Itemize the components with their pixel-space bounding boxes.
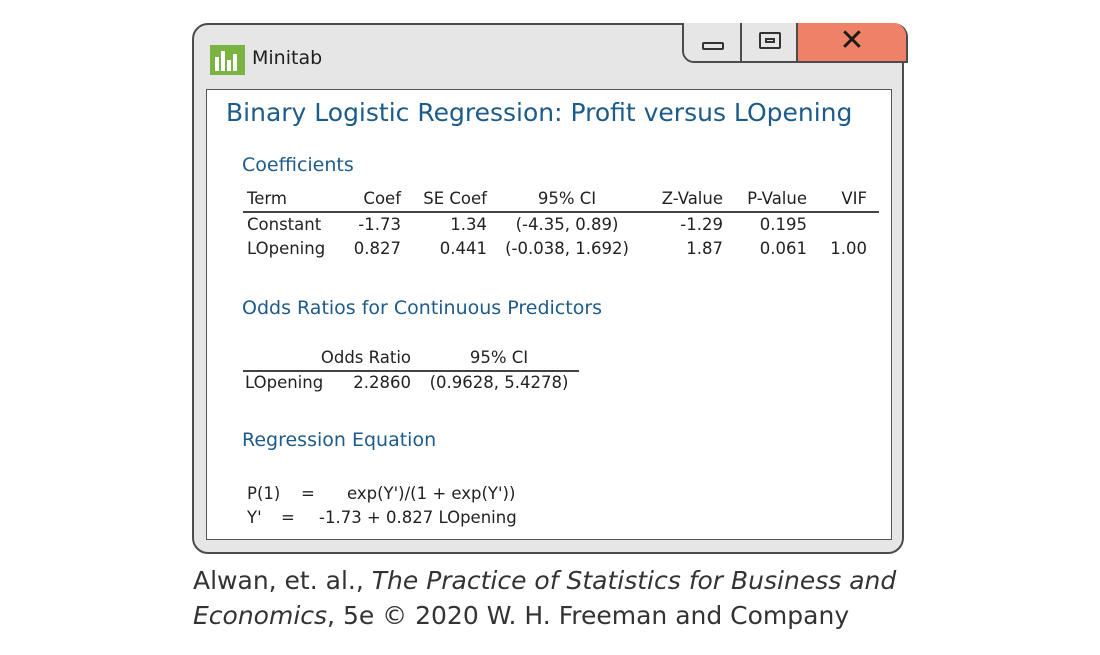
caption-book-title-line-2: Economics [193, 601, 328, 630]
report-title: Binary Logistic Regression: Profit versu… [226, 98, 853, 127]
output-panel: Binary Logistic Regression: Profit versu… [206, 89, 892, 540]
odds-row-odds-ratio: 2.2860 [353, 373, 411, 392]
column-header-p-value: P-Value [747, 189, 807, 208]
window-controls: ✕ [682, 23, 908, 63]
coef-row-lopening-vif: 1.00 [830, 239, 867, 258]
column-header-ci: 95% CI [537, 189, 597, 208]
equation-line-2-lhs: Y' [247, 508, 262, 527]
coefficients-header-rule [243, 211, 879, 213]
equation-line-1-equals: = [301, 484, 315, 503]
close-icon: ✕ [839, 23, 865, 58]
odds-ratios-heading: Odds Ratios for Continuous Predictors [242, 297, 603, 319]
column-header-coef: Coef [363, 189, 401, 208]
odds-row-ci: (0.9628, 5.4278) [429, 373, 569, 392]
minitab-logo-icon [210, 45, 245, 75]
minitab-window: Minitab ✕ Binary Logistic Regression: Pr… [192, 23, 908, 554]
coef-row-constant-term: Constant [247, 215, 322, 234]
equation-line-1-rhs: exp(Y')/(1 + exp(Y')) [347, 484, 516, 503]
equation-line-1-lhs: P(1) [247, 484, 281, 503]
coef-row-constant-se: 1.34 [450, 215, 487, 234]
equation-line-2-equals: = [281, 508, 295, 527]
close-button[interactable]: ✕ [798, 23, 906, 61]
coef-row-constant-ci: (-4.35, 0.89) [515, 215, 619, 234]
coef-row-lopening-se: 0.441 [439, 239, 487, 258]
coefficients-heading: Coefficients [242, 154, 354, 176]
caption-authors: Alwan, et. al., [193, 566, 372, 595]
column-header-vif: VIF [841, 189, 867, 208]
app-title: Minitab [252, 47, 323, 69]
odds-column-header-ci: 95% CI [469, 348, 529, 367]
column-header-se-coef: SE Coef [423, 189, 487, 208]
figure-caption: Alwan, et. al., The Practice of Statisti… [193, 563, 896, 633]
column-header-z-value: Z-Value [661, 189, 723, 208]
regression-equation-heading: Regression Equation [242, 429, 437, 451]
odds-column-header-odds-ratio: Odds Ratio [320, 348, 411, 367]
odds-row-term: LOpening [245, 373, 324, 392]
coef-row-constant-p: 0.195 [759, 215, 807, 234]
caption-edition-publisher: , 5e © 2020 W. H. Freeman and Company [327, 601, 850, 630]
coef-row-lopening-z: 1.87 [686, 239, 723, 258]
minimize-icon [702, 42, 724, 50]
coef-row-lopening-p: 0.061 [759, 239, 807, 258]
caption-book-title-line-1: The Practice of Statistics for Business … [371, 566, 897, 595]
maximize-button[interactable] [742, 23, 798, 61]
equation-line-2-rhs: -1.73 + 0.827 LOpening [319, 508, 517, 527]
coef-row-lopening-coef: 0.827 [353, 239, 401, 258]
coef-row-constant-z: -1.29 [680, 215, 723, 234]
column-header-term: Term [247, 189, 287, 208]
maximize-icon [759, 32, 781, 49]
coef-row-constant-coef: -1.73 [358, 215, 401, 234]
coef-row-lopening-term: LOpening [247, 239, 326, 258]
minimize-button[interactable] [684, 23, 742, 61]
coef-row-lopening-ci: (-0.038, 1.692) [505, 239, 629, 258]
odds-header-rule [243, 370, 579, 372]
